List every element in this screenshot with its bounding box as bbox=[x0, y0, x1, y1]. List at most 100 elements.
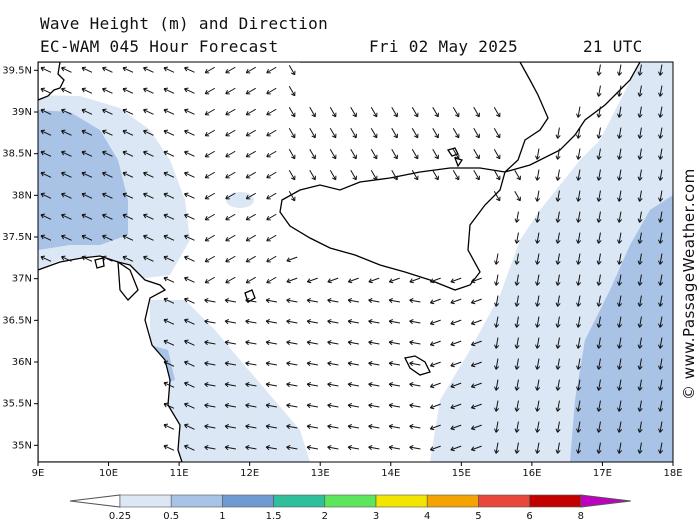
legend-label: 1.5 bbox=[266, 511, 282, 522]
direction-arrow bbox=[658, 106, 664, 118]
direction-arrow bbox=[452, 127, 460, 139]
direction-arrow bbox=[122, 192, 134, 199]
direction-arrow bbox=[658, 400, 664, 412]
direction-arrow bbox=[494, 421, 500, 433]
direction-arrow bbox=[429, 319, 441, 326]
direction-arrow bbox=[286, 319, 298, 325]
direction-arrow bbox=[327, 361, 339, 367]
direction-arrow bbox=[514, 316, 520, 328]
direction-arrow bbox=[555, 169, 561, 181]
direction-arrow bbox=[450, 319, 462, 326]
direction-arrow bbox=[288, 85, 296, 97]
direction-arrow bbox=[163, 402, 175, 409]
legend-label: 0.5 bbox=[163, 511, 179, 522]
direction-arrow bbox=[61, 66, 72, 73]
direction-arrow bbox=[225, 234, 236, 242]
direction-arrow bbox=[576, 316, 582, 328]
direction-arrow bbox=[347, 424, 360, 430]
direction-arrow bbox=[514, 169, 521, 181]
direction-arrow bbox=[514, 253, 520, 265]
direction-arrow bbox=[555, 274, 561, 286]
direction-arrow bbox=[266, 150, 277, 158]
direction-arrow bbox=[61, 192, 72, 199]
direction-arrow bbox=[286, 403, 298, 409]
direction-arrow bbox=[494, 400, 500, 412]
legend-swatch bbox=[375, 494, 428, 508]
direction-arrow bbox=[81, 66, 93, 73]
direction-arrow bbox=[122, 150, 134, 157]
direction-arrow bbox=[391, 106, 398, 118]
direction-arrow bbox=[327, 319, 339, 325]
direction-arrow bbox=[555, 295, 561, 307]
direction-arrow bbox=[596, 253, 602, 265]
direction-arrow bbox=[81, 87, 93, 94]
direction-arrow bbox=[184, 150, 195, 157]
direction-arrow bbox=[40, 66, 52, 73]
direction-arrow bbox=[309, 148, 316, 160]
direction-arrow bbox=[494, 358, 500, 370]
direction-arrow bbox=[329, 148, 337, 160]
direction-arrow bbox=[265, 403, 278, 409]
direction-arrow bbox=[494, 442, 500, 454]
direction-arrow bbox=[81, 192, 93, 199]
direction-arrow bbox=[368, 424, 380, 430]
direction-arrow bbox=[596, 148, 602, 160]
direction-arrow bbox=[61, 129, 72, 136]
direction-arrow bbox=[245, 213, 257, 221]
direction-arrow bbox=[658, 127, 664, 139]
direction-arrow bbox=[493, 127, 501, 139]
direction-arrow bbox=[306, 340, 319, 346]
direction-arrow bbox=[432, 127, 439, 139]
y-tick-label: 38.5N bbox=[2, 149, 32, 160]
italy-coast bbox=[300, 62, 641, 173]
direction-arrow bbox=[470, 361, 482, 368]
direction-arrow bbox=[40, 255, 52, 262]
direction-arrow bbox=[245, 171, 257, 179]
direction-arrow bbox=[535, 232, 541, 244]
direction-arrow bbox=[576, 127, 582, 139]
direction-arrow bbox=[163, 318, 175, 325]
direction-arrow bbox=[184, 108, 195, 115]
direction-arrow bbox=[470, 277, 482, 284]
direction-arrow bbox=[514, 190, 521, 202]
legend-swatch bbox=[324, 494, 377, 508]
direction-arrow bbox=[265, 382, 278, 388]
y-tick-label: 39N bbox=[12, 107, 32, 118]
direction-arrow bbox=[288, 190, 296, 202]
direction-arrow bbox=[429, 424, 441, 431]
direction-arrow bbox=[309, 127, 316, 139]
direction-arrow bbox=[617, 211, 623, 223]
direction-arrow bbox=[266, 255, 277, 263]
direction-arrow bbox=[617, 442, 623, 454]
direction-arrow bbox=[658, 316, 664, 328]
direction-arrow bbox=[409, 403, 421, 409]
direction-arrow bbox=[143, 255, 154, 262]
direction-arrow bbox=[204, 255, 216, 263]
direction-arrow bbox=[637, 211, 643, 223]
direction-arrow bbox=[102, 213, 113, 220]
direction-arrow bbox=[347, 403, 360, 409]
direction-arrow bbox=[658, 169, 664, 181]
direction-arrow bbox=[224, 445, 237, 451]
direction-arrow bbox=[225, 87, 236, 95]
direction-arrow bbox=[617, 64, 623, 76]
direction-arrow bbox=[388, 424, 401, 430]
direction-arrow bbox=[432, 169, 439, 181]
legend-label: 0.25 bbox=[109, 511, 131, 522]
direction-arrow bbox=[473, 106, 480, 118]
direction-arrow bbox=[204, 382, 216, 388]
tunisia-coast bbox=[38, 255, 183, 462]
wave-area-medium-west bbox=[38, 110, 128, 250]
direction-arrow bbox=[411, 148, 419, 160]
direction-arrow bbox=[184, 171, 195, 178]
direction-arrow bbox=[184, 276, 195, 283]
direction-arrow bbox=[184, 129, 195, 136]
direction-arrow bbox=[637, 106, 643, 118]
direction-arrow bbox=[555, 442, 561, 454]
direction-arrow bbox=[470, 340, 482, 347]
direction-arrow bbox=[409, 424, 421, 430]
cap-bon bbox=[117, 260, 139, 301]
direction-arrow bbox=[596, 400, 602, 412]
direction-arrow bbox=[327, 277, 339, 284]
direction-arrow bbox=[306, 403, 319, 409]
